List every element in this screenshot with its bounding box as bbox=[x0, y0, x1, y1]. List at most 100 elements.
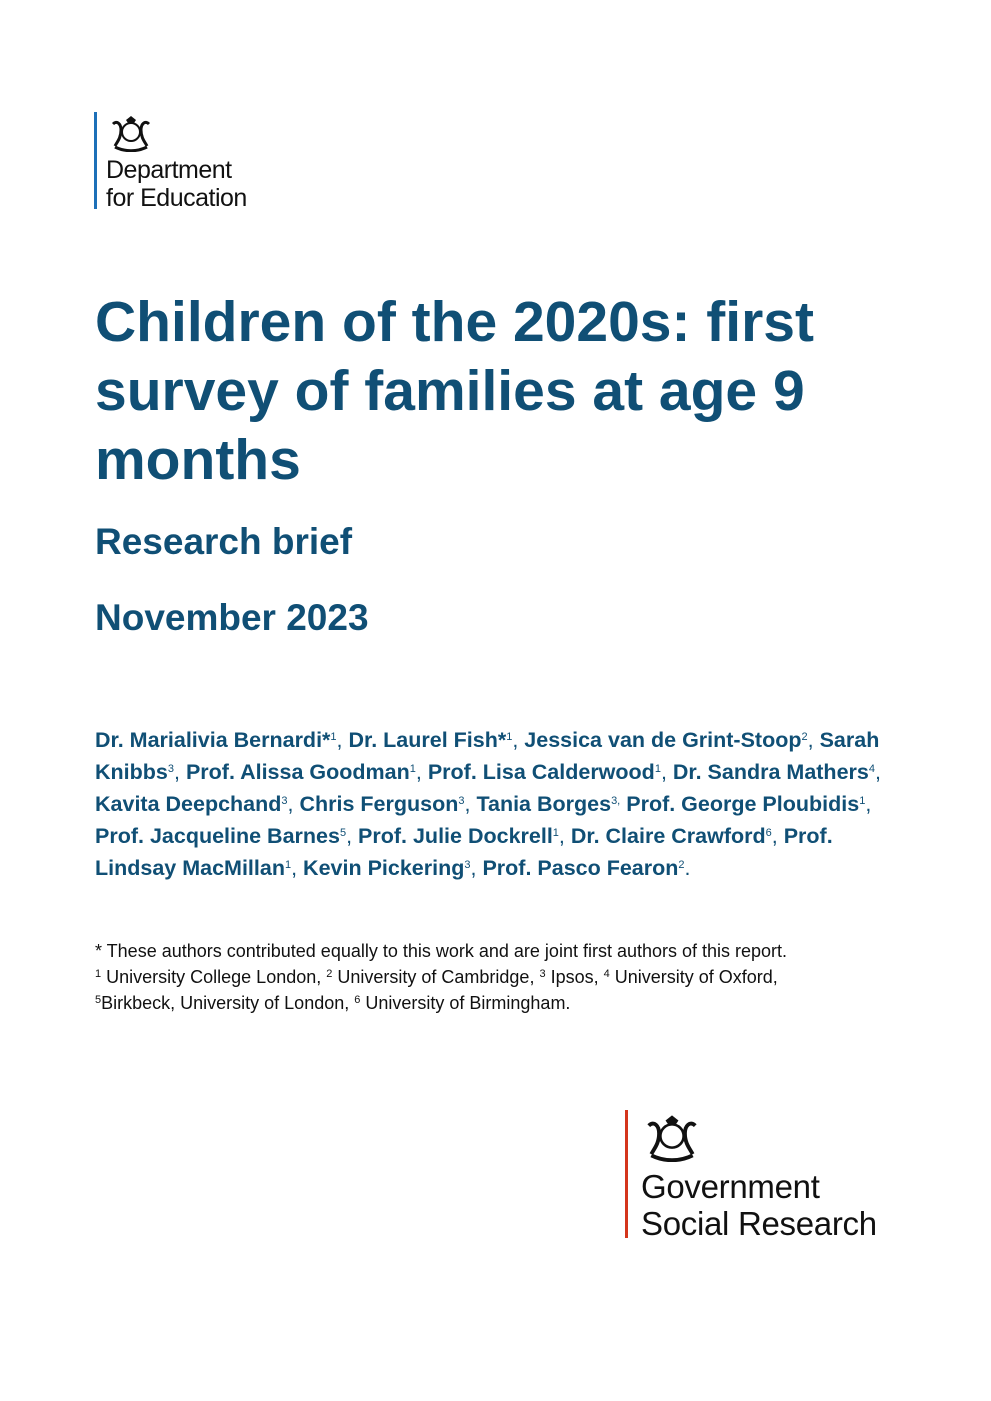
author-name: Kavita Deepchand bbox=[95, 792, 282, 816]
author: Prof. Pasco Fearon2. bbox=[482, 856, 690, 880]
author: Jessica van de Grint-Stoop2, bbox=[524, 728, 819, 752]
author: Kevin Pickering3, bbox=[303, 856, 482, 880]
affiliation-marker: 1 bbox=[859, 795, 866, 807]
author: Dr. Claire Crawford6, bbox=[571, 824, 784, 848]
page-title: Children of the 2020s: first survey of f… bbox=[95, 290, 814, 492]
separator: , bbox=[660, 760, 673, 784]
affiliation-name: Birkbeck, University of London, bbox=[101, 993, 355, 1013]
separator: , bbox=[415, 760, 428, 784]
affiliation-marker: 4 bbox=[868, 763, 875, 775]
dfe-logo: Department for Education bbox=[94, 112, 247, 212]
affiliation-number: 4 bbox=[603, 968, 610, 980]
author-name: Prof. Lisa Calderwood bbox=[427, 760, 655, 784]
gsr-logo: Government Social Research bbox=[625, 1110, 877, 1242]
affiliation-name: Ipsos, bbox=[545, 967, 604, 987]
separator: , bbox=[287, 792, 300, 816]
separator: , bbox=[865, 792, 872, 816]
publication-date: November 2023 bbox=[95, 597, 369, 638]
gsr-line1: Government bbox=[641, 1168, 820, 1205]
author: Dr. Marialivia Bernardi*1, bbox=[95, 728, 349, 752]
author-name: Kevin Pickering bbox=[303, 856, 465, 880]
affiliation-marker: 1 bbox=[654, 763, 661, 775]
author: Dr. Sandra Mathers4, bbox=[673, 760, 881, 784]
affiliation-marker: 3 bbox=[458, 795, 465, 807]
author-name: Prof. Jacqueline Barnes bbox=[95, 824, 340, 848]
affiliation: 1 University College London, bbox=[95, 967, 326, 987]
author-name: Prof. Pasco Fearon bbox=[482, 856, 679, 880]
author: Prof. Jacqueline Barnes5, bbox=[95, 824, 358, 848]
separator: , bbox=[771, 824, 784, 848]
author: Prof. Lisa Calderwood1, bbox=[428, 760, 673, 784]
affiliation-marker: 2 bbox=[801, 731, 808, 743]
author: Prof. Julie Dockrell1, bbox=[358, 824, 571, 848]
affiliation-marker: 5 bbox=[339, 827, 347, 839]
document-type: Research brief bbox=[95, 521, 353, 562]
affiliation-number: 1 bbox=[95, 968, 102, 980]
affiliation: 5Birkbeck, University of London, bbox=[95, 993, 354, 1013]
author: Prof. George Ploubidis1, bbox=[626, 792, 871, 816]
author-name: Prof. Alissa Goodman bbox=[185, 760, 410, 784]
royal-coat-of-arms-icon bbox=[647, 1115, 697, 1162]
author-name: Sarah Knibbs bbox=[95, 728, 880, 784]
royal-coat-of-arms-icon bbox=[111, 116, 151, 152]
author-name: Dr. Marialivia Bernardi* bbox=[95, 728, 331, 752]
affiliation-number: 3 bbox=[539, 968, 546, 980]
affiliation-name: University of Cambridge, bbox=[332, 967, 540, 987]
author: Sarah Knibbs3, bbox=[95, 728, 879, 784]
affiliation-marker: 1 bbox=[552, 827, 559, 839]
separator: , bbox=[874, 760, 881, 784]
affiliation-name: University of Birmingham. bbox=[360, 993, 571, 1013]
separator: , bbox=[336, 728, 349, 752]
affiliation-marker: 1 bbox=[409, 763, 416, 775]
affiliation-number: 5 bbox=[95, 994, 102, 1006]
affiliation: 2 University of Cambridge, bbox=[326, 967, 539, 987]
author: Tania Borges3, bbox=[476, 792, 626, 816]
equal-contribution-note: * These authors contributed equally to t… bbox=[95, 941, 788, 961]
author: Dr. Laurel Fish*1, bbox=[349, 728, 525, 752]
separator: , bbox=[558, 824, 571, 848]
author: Prof. Lindsay MacMillan1, bbox=[95, 824, 833, 880]
affiliation-marker: 3 bbox=[281, 795, 288, 807]
author-name: Dr. Claire Crawford bbox=[570, 824, 766, 848]
affiliations: 1 University College London, 2 Universit… bbox=[95, 964, 895, 1016]
affiliation-marker: 3 bbox=[167, 763, 174, 775]
separator: , bbox=[173, 760, 186, 784]
separator: , bbox=[291, 856, 304, 880]
separator: , bbox=[464, 792, 477, 816]
affiliation-marker: 1 bbox=[506, 731, 513, 743]
affiliation: 6 University of Birmingham. bbox=[354, 993, 570, 1013]
affiliation-number: 6 bbox=[354, 994, 361, 1006]
affiliation-marker: 1 bbox=[330, 731, 337, 743]
separator: , bbox=[512, 728, 525, 752]
separator: , bbox=[346, 824, 359, 848]
gsr-name: Government Social Research bbox=[641, 1168, 877, 1242]
affiliation-marker: 1 bbox=[284, 859, 292, 871]
author-name: Tania Borges bbox=[476, 792, 612, 816]
affiliation-marker: 2 bbox=[678, 859, 685, 871]
author-notes: * These authors contributed equally to t… bbox=[95, 938, 895, 1016]
gsr-line2: Social Research bbox=[641, 1205, 877, 1242]
affiliation: 4 University of Oxford, bbox=[604, 967, 778, 987]
affiliation-name: University of Oxford, bbox=[609, 967, 778, 987]
affiliation-number: 2 bbox=[326, 968, 333, 980]
author: Prof. Alissa Goodman1, bbox=[186, 760, 428, 784]
author-name: Dr. Laurel Fish* bbox=[348, 728, 507, 752]
author-list: Dr. Marialivia Bernardi*1, Dr. Laurel Fi… bbox=[95, 724, 890, 884]
author-name: Jessica van de Grint-Stoop bbox=[524, 728, 802, 752]
affiliation-marker: 3 bbox=[464, 859, 471, 871]
separator: , bbox=[470, 856, 483, 880]
dfe-line2: for Education bbox=[106, 184, 247, 212]
author: Chris Ferguson3, bbox=[299, 792, 476, 816]
author-name: Prof. Julie Dockrell bbox=[358, 824, 553, 848]
dfe-name: Department for Education bbox=[106, 156, 247, 212]
separator: . bbox=[684, 856, 691, 880]
author-name: Prof. George Ploubidis bbox=[626, 792, 860, 816]
dfe-line1: Department bbox=[106, 156, 232, 184]
author-name: Dr. Sandra Mathers bbox=[672, 760, 869, 784]
affiliation-marker: 3, bbox=[611, 795, 621, 807]
author: Kavita Deepchand3, bbox=[95, 792, 299, 816]
affiliation-name: University College London, bbox=[101, 967, 327, 987]
author-name: Prof. Lindsay MacMillan bbox=[95, 824, 833, 880]
affiliation-marker: 6 bbox=[765, 827, 772, 839]
affiliation: 3 Ipsos, bbox=[539, 967, 603, 987]
